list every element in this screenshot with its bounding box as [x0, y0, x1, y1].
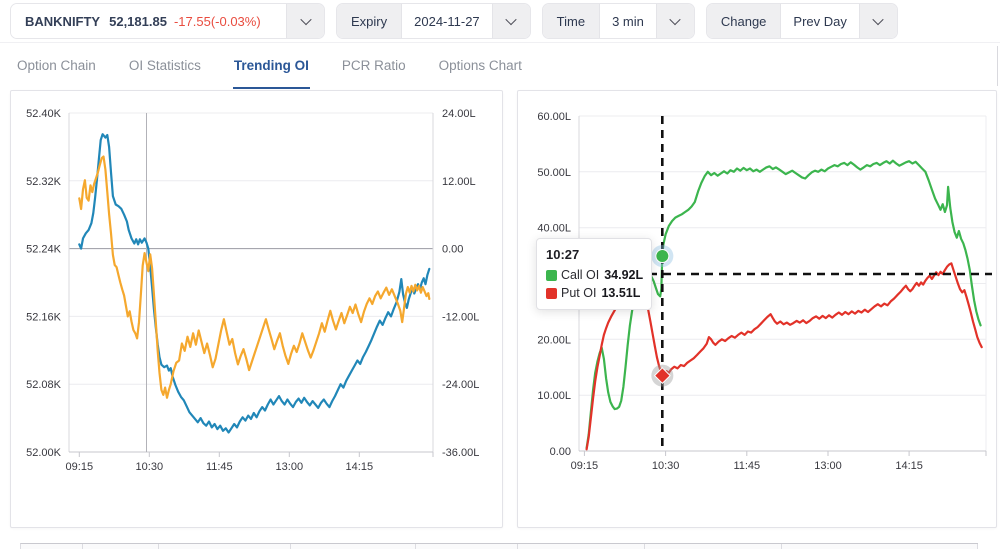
table-header-cell [290, 544, 416, 549]
svg-text:0.00: 0.00 [550, 446, 571, 458]
tooltip-put-value: 13.51L [601, 286, 641, 300]
call-put-oi-chart-panel: 60.00L50.00L40.00L30.00L20.00L10.00L0.00… [517, 90, 997, 528]
price-oi-change-chart-panel: 52.40K 52.32K 52.24K 52.16K 52.08K 52.00K 24.0… [10, 90, 503, 528]
svg-text:13:00: 13:00 [276, 461, 304, 473]
svg-text:12.00L: 12.00L [442, 176, 476, 188]
svg-text:10.00L: 10.00L [537, 390, 571, 402]
symbol-price: 52,181.85 [109, 13, 167, 29]
svg-text:10:30: 10:30 [652, 460, 680, 472]
svg-text:52.24K: 52.24K [26, 244, 62, 256]
table-header-cell [415, 544, 519, 549]
svg-text:11:45: 11:45 [206, 461, 233, 473]
table-header-cell [158, 544, 291, 549]
time-label: Time [542, 4, 601, 38]
divider [997, 46, 998, 86]
svg-text:40.00L: 40.00L [537, 223, 571, 235]
symbol-selector[interactable]: BANKNIFTY 52,181.85 -17.55(-0.03%) [10, 3, 325, 39]
svg-text:24.00L: 24.00L [442, 108, 476, 120]
put-oi-swatch-icon [546, 287, 557, 299]
call-oi-swatch-icon [546, 269, 557, 281]
svg-text:52.40K: 52.40K [26, 108, 62, 120]
svg-text:14:15: 14:15 [346, 461, 374, 473]
tab-oi-statistics[interactable]: OI Statistics [128, 57, 201, 73]
tooltip-put-row: Put OI 13.51L [546, 286, 642, 300]
tab-pcr-ratio[interactable]: PCR Ratio [341, 57, 406, 73]
toolbar: BANKNIFTY 52,181.85 -17.55(-0.03%) Expir… [0, 0, 1000, 43]
svg-text:52.00K: 52.00K [26, 447, 62, 459]
chevron-down-icon[interactable] [858, 4, 897, 38]
symbol-change: -17.55(-0.03%) [173, 13, 261, 29]
svg-text:50.00L: 50.00L [537, 167, 571, 179]
price-oi-change-chart[interactable]: 52.40K 52.32K 52.24K 52.16K 52.08K 52.00K 24.0… [11, 91, 502, 527]
table-header-cell [82, 544, 159, 549]
tooltip-time: 10:27 [546, 247, 580, 262]
svg-text:52.08K: 52.08K [26, 379, 62, 391]
svg-text:0.00: 0.00 [442, 244, 463, 256]
svg-text:10:30: 10:30 [136, 461, 164, 473]
table-header-strip [20, 543, 979, 549]
table-header-cell [782, 544, 979, 549]
svg-text:52.32K: 52.32K [26, 176, 62, 188]
tab-bar: Option Chain OI Statistics Trending OI P… [0, 43, 1000, 89]
expiry-value: 2024-11-27 [402, 4, 492, 38]
change-label: Change [706, 4, 782, 38]
tab-trending-oi[interactable]: Trending OI [232, 43, 310, 89]
symbol-label: BANKNIFTY [25, 13, 101, 29]
tooltip-call-row: Call OI 34.92L [546, 268, 644, 282]
expiry-label: Expiry [337, 4, 403, 38]
svg-text:60.00L: 60.00L [537, 111, 571, 123]
svg-text:-36.00L: -36.00L [442, 447, 479, 459]
tooltip-call-label: Call OI [561, 268, 600, 282]
svg-text:-24.00L: -24.00L [442, 379, 479, 391]
change-basis-selector[interactable]: Change Prev Day [705, 3, 898, 39]
svg-text:13:00: 13:00 [814, 460, 842, 472]
tooltip-put-label: Put OI [561, 286, 597, 300]
tab-options-chart[interactable]: Options Chart [438, 57, 522, 73]
time-value: 3 min [600, 4, 656, 38]
svg-text:11:45: 11:45 [733, 460, 760, 472]
svg-text:52.16K: 52.16K [26, 311, 62, 323]
chart-tooltip: 10:27 Call OI 34.92L Put OI 13.51L [536, 238, 652, 310]
svg-text:-12.00L: -12.00L [442, 311, 479, 323]
tab-option-chain[interactable]: Option Chain [17, 57, 96, 73]
change-value: Prev Day [781, 4, 859, 38]
svg-text:09:15: 09:15 [66, 461, 94, 473]
time-interval-selector[interactable]: Time 3 min [541, 3, 695, 39]
expiry-selector[interactable]: Expiry 2024-11-27 [336, 3, 531, 39]
svg-text:09:15: 09:15 [571, 460, 599, 472]
table-header-cell [21, 544, 83, 549]
chevron-down-icon[interactable] [286, 4, 324, 38]
svg-text:20.00L: 20.00L [537, 334, 571, 346]
charts-row: 52.40K 52.32K 52.24K 52.16K 52.08K 52.00K 24.0… [10, 90, 1000, 528]
chevron-down-icon[interactable] [491, 4, 530, 38]
chevron-down-icon[interactable] [655, 4, 694, 38]
tooltip-call-value: 34.92L [604, 268, 644, 282]
svg-text:14:15: 14:15 [895, 460, 923, 472]
table-header-cell [645, 544, 783, 549]
table-header-cell [518, 544, 646, 549]
